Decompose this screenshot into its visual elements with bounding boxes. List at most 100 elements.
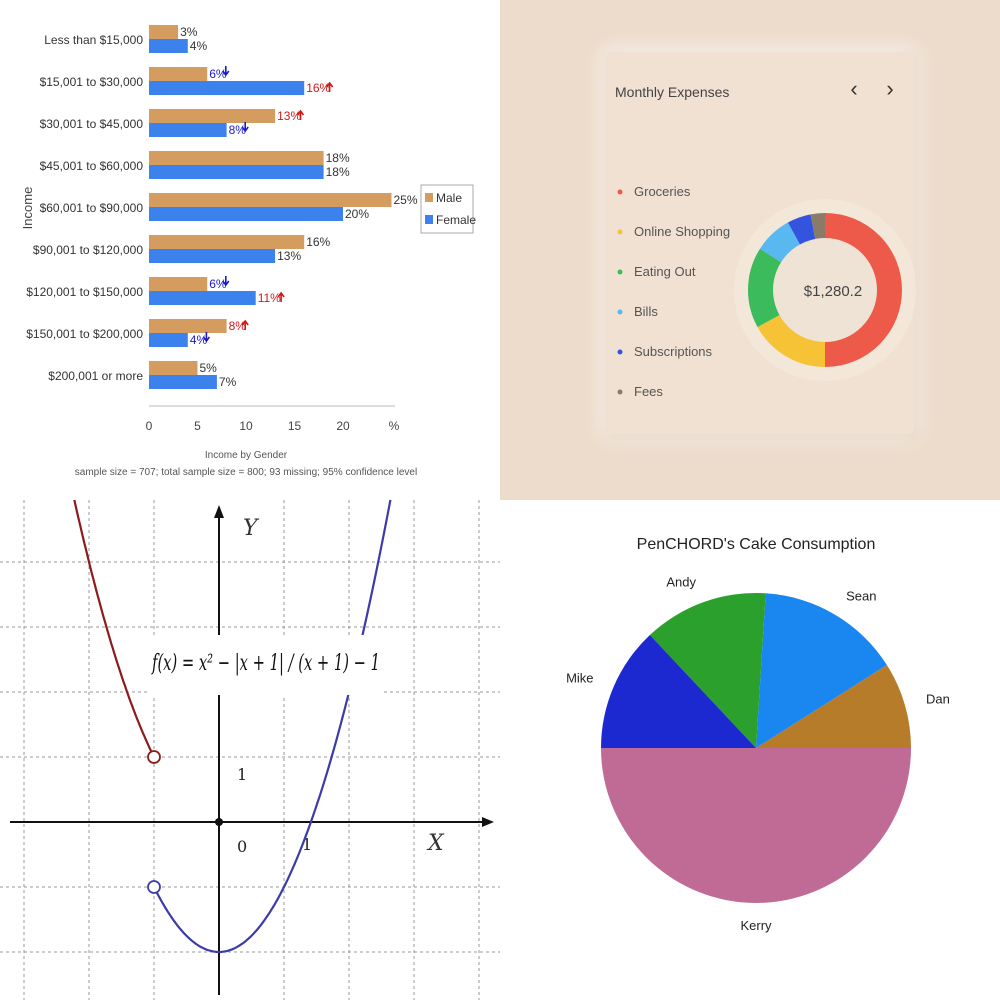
expense-legend-dot — [617, 229, 623, 235]
donut-segment-subscriptions — [787, 214, 816, 246]
expenses-title: Monthly Expenses — [615, 84, 729, 100]
income-bar-male — [149, 361, 198, 375]
income-bar-male — [149, 151, 324, 165]
income-bar-male — [149, 67, 208, 81]
pie-label: Mike — [566, 671, 593, 686]
income-data-label: 5% — [200, 361, 218, 375]
y-axis-arrow-icon — [214, 505, 224, 518]
y-tick-label: 1 — [237, 765, 247, 784]
income-bar-female — [149, 207, 343, 221]
trend-down-icon — [222, 66, 230, 77]
income-data-label: 6% — [209, 277, 227, 291]
monthly-expenses-chart: Monthly Expenses ‹ › Groceries Online Shoppi… — [615, 76, 916, 399]
legend-swatch-male — [425, 193, 433, 202]
expense-legend-dot — [617, 189, 623, 195]
pie-slice-dan — [756, 664, 911, 748]
income-data-label: 4% — [190, 39, 208, 53]
income-chart: Less than $15,000 3%4% $15,001 to $30,000 6… — [20, 25, 476, 478]
trend-up-icon — [277, 291, 285, 302]
income-bar-male — [149, 193, 392, 207]
x-axis-arrow-icon — [482, 817, 494, 827]
legend-label-female: Female — [436, 213, 476, 227]
donut-segment-bills — [759, 222, 801, 264]
income-bar-female — [149, 333, 188, 347]
function-plot: Y X 0 1 1 f(x) = x² − |x + 1| / (x + 1) − 1 — [0, 500, 500, 1000]
pie-slice-mike — [601, 635, 756, 748]
y-axis-label: Y — [243, 516, 260, 541]
income-data-label: 20% — [345, 207, 369, 221]
income-bar-female — [149, 249, 276, 263]
curve-left-branch — [73, 500, 155, 758]
expense-legend-label: Bills — [634, 304, 658, 319]
pie-label: Dan — [926, 692, 950, 707]
donut-segment-groceries — [824, 213, 902, 367]
income-bar-male — [149, 235, 305, 249]
income-category-label: $200,001 or more — [48, 369, 143, 383]
income-category-label: $60,001 to $90,000 — [40, 201, 144, 215]
donut-center — [773, 238, 877, 342]
pie-slice-kerry — [601, 748, 911, 903]
income-category-label: $45,001 to $60,000 — [40, 159, 144, 173]
trend-up-icon — [296, 109, 305, 120]
income-bar-female — [149, 165, 324, 179]
monthly-expenses-panel: Monthly Expenses ‹ › Groceries Online Shoppi… — [500, 0, 1000, 500]
income-x-tick-label: 20 — [336, 419, 350, 433]
trend-down-icon — [202, 332, 211, 343]
income-category-label: $120,001 to $150,000 — [26, 285, 143, 299]
expense-legend-dot — [617, 269, 623, 275]
trend-up-icon — [325, 81, 334, 92]
function-plot-panel: Y X 0 1 1 f(x) = x² − |x + 1| / (x + 1) − 1 — [0, 500, 500, 1000]
income-category-label: $15,001 to $30,000 — [40, 75, 144, 89]
expense-legend-label: Groceries — [634, 184, 691, 199]
income-y-axis-title: Income — [20, 187, 35, 230]
income-bar-female — [149, 39, 188, 53]
expense-legend-label: Online Shopping — [634, 224, 730, 239]
income-data-label: 7% — [219, 375, 237, 389]
expense-legend-label: Eating Out — [634, 264, 696, 279]
income-data-label: 6% — [209, 67, 227, 81]
x-tick-label: 1 — [302, 835, 312, 854]
income-category-label: $90,001 to $120,000 — [33, 243, 143, 257]
x-axis-label: X — [426, 831, 445, 856]
curve-right-branch — [153, 500, 392, 954]
income-bar-female — [149, 375, 217, 389]
cake-pie-panel: PenCHORD's Cake Consumption Dan Sean Andy Mi… — [500, 500, 1000, 1000]
open-endpoint — [147, 880, 161, 894]
income-category-label: $30,001 to $45,000 — [40, 117, 144, 131]
income-data-label: 13% — [277, 249, 301, 263]
income-x-axis-title: Income by Gender — [205, 450, 288, 461]
income-x-tick-label: 0 — [146, 419, 153, 433]
income-data-label: 25% — [394, 193, 418, 207]
donut-segment-eating-out — [748, 248, 783, 328]
income-bar-male — [149, 109, 276, 123]
legend-label-male: Male — [436, 191, 462, 205]
income-chart-panel: Less than $15,000 3% 4% $15,001 to $30,000 6… — [0, 0, 500, 500]
donut-segment-online-shopping — [757, 314, 826, 367]
trend-up-icon — [241, 319, 249, 330]
income-bar-female — [149, 291, 256, 305]
pie-slice-sean — [756, 593, 887, 748]
income-x-tick-label: 15 — [288, 419, 302, 433]
income-data-label: 11% — [258, 291, 281, 305]
expense-legend-dot — [617, 349, 623, 355]
income-data-label: 18% — [326, 165, 350, 179]
pie-label: Sean — [846, 589, 876, 604]
formula-background — [150, 635, 382, 695]
income-bar-male — [149, 277, 208, 291]
origin-label: 0 — [237, 837, 247, 856]
income-data-label: 3% — [180, 25, 198, 39]
chevron-right-icon: › — [886, 76, 893, 101]
donut-segment-fees — [810, 213, 826, 240]
expense-legend-label: Fees — [634, 384, 663, 399]
income-category-label: Less than $15,000 — [44, 33, 143, 47]
pie-label: Andy — [666, 574, 696, 589]
trend-down-icon — [222, 276, 230, 287]
legend-swatch-female — [425, 215, 433, 224]
pie-slice-andy — [649, 593, 766, 748]
income-data-label: 16% — [306, 81, 330, 95]
income-data-label: 8% — [229, 123, 247, 137]
income-x-tick-label: % — [389, 419, 400, 433]
income-data-label: 13% — [277, 109, 301, 123]
income-data-label: 8% — [229, 319, 247, 333]
cake-chart-title: PenCHORD's Cake Consumption — [637, 536, 876, 553]
